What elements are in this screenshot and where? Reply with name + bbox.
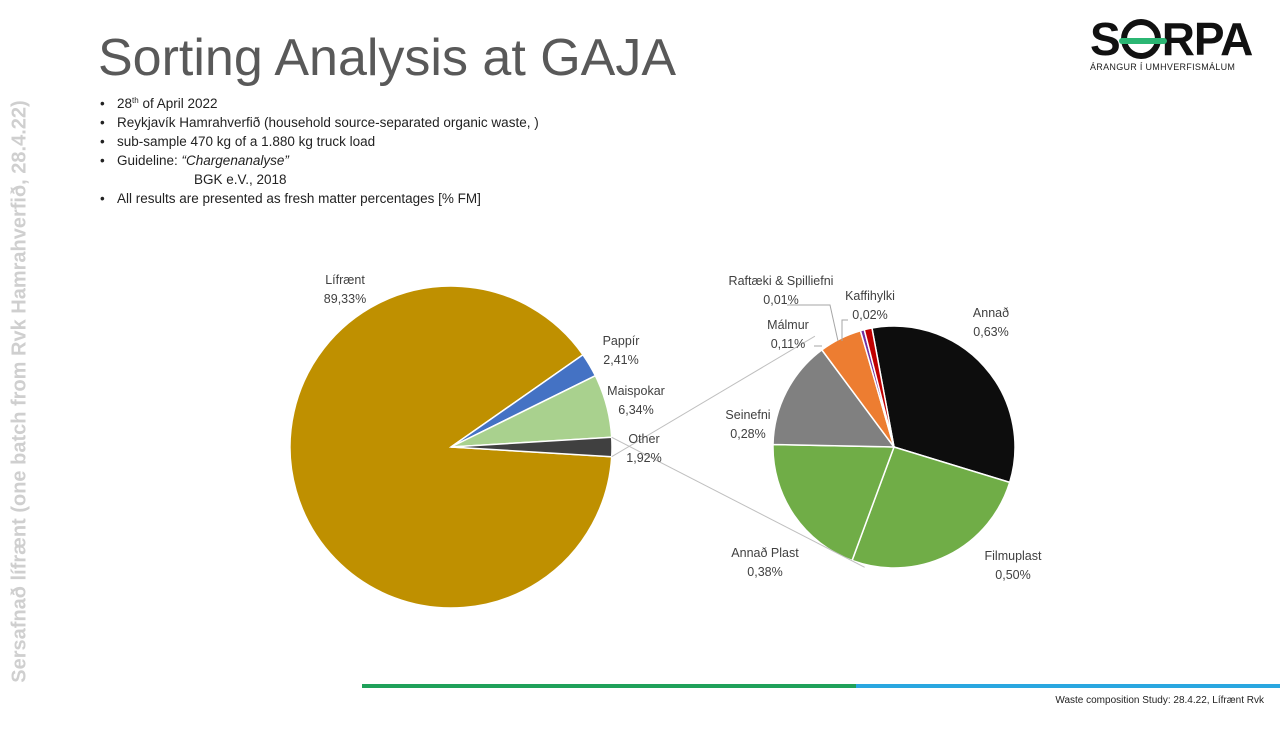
bullet-results-note: All results are presented as fresh matte…: [100, 189, 539, 208]
slice-filmuplast: [851, 446, 1011, 569]
logo-o-mark: [1118, 19, 1167, 59]
label-anna: Annað 0,63%: [973, 306, 1009, 339]
label-filmuplast: Filmuplast 0,50%: [985, 549, 1042, 582]
footer-bar-green: [362, 684, 856, 688]
connector-line-top: [611, 335, 816, 458]
footer-bar-blue: [856, 684, 1280, 688]
logo-tagline: ÁRANGUR Í UMHVERFISMÁLUM: [1090, 62, 1236, 72]
guideline-prefix: Guideline:: [117, 153, 182, 168]
slide-title: Sorting Analysis at GAJA: [98, 29, 677, 87]
label-maispokar: Maispokar 6,34%: [607, 384, 665, 417]
connector-line-bottom: [611, 436, 865, 568]
label-pappir: Pappír 2,41%: [603, 334, 640, 367]
label-lifr-nt: Lífrænt 89,33%: [324, 273, 366, 306]
guideline-name: “Chargenanalyse”: [181, 153, 289, 168]
bullet-sample: sub-sample 470 kg of a 1.880 kg truck lo…: [100, 132, 539, 151]
label-anna-plast: Annað Plast 0,38%: [731, 546, 799, 579]
label-other: Other 1,92%: [626, 432, 661, 465]
slice-kaffihylki: [863, 327, 895, 448]
slice-seinefni: [772, 348, 896, 448]
bullet-list: 28th of April 2022 Reykjavík Hamrahverfi…: [100, 94, 539, 208]
label-kaffihylki: Kaffihylki 0,02%: [845, 289, 895, 322]
slice-anna: [871, 325, 1016, 484]
footer-text: Waste composition Study: 28.4.22, Lífræn…: [1055, 695, 1264, 706]
date-number: 28: [117, 96, 133, 111]
bullet-guideline-source: BGK e.V., 2018: [194, 172, 287, 187]
label-raft-ki-spilliefni: Raftæki & Spilliefni 0,01%: [729, 274, 834, 307]
bullet-date: 28th of April 2022: [100, 94, 539, 113]
date-text: of April 2022: [138, 96, 218, 111]
label-malmur: Málmur 0,11%: [767, 318, 809, 351]
bullet-location: Reykjavík Hamrahverfið (household source…: [100, 113, 539, 132]
leader-line-raftaeki: [787, 304, 839, 342]
date-suffix: th: [132, 96, 139, 105]
leader-line-kaffihylki: [841, 319, 848, 341]
logo-wordmark: S RPA: [1090, 13, 1253, 65]
bullet-guideline: Guideline: “Chargenanalyse”: [100, 151, 539, 170]
sorpa-logo: S RPA ÁRANGUR Í UMHVERFISMÁLUM: [1090, 14, 1260, 72]
label-seinefni: Seinefni 0,28%: [725, 408, 770, 441]
